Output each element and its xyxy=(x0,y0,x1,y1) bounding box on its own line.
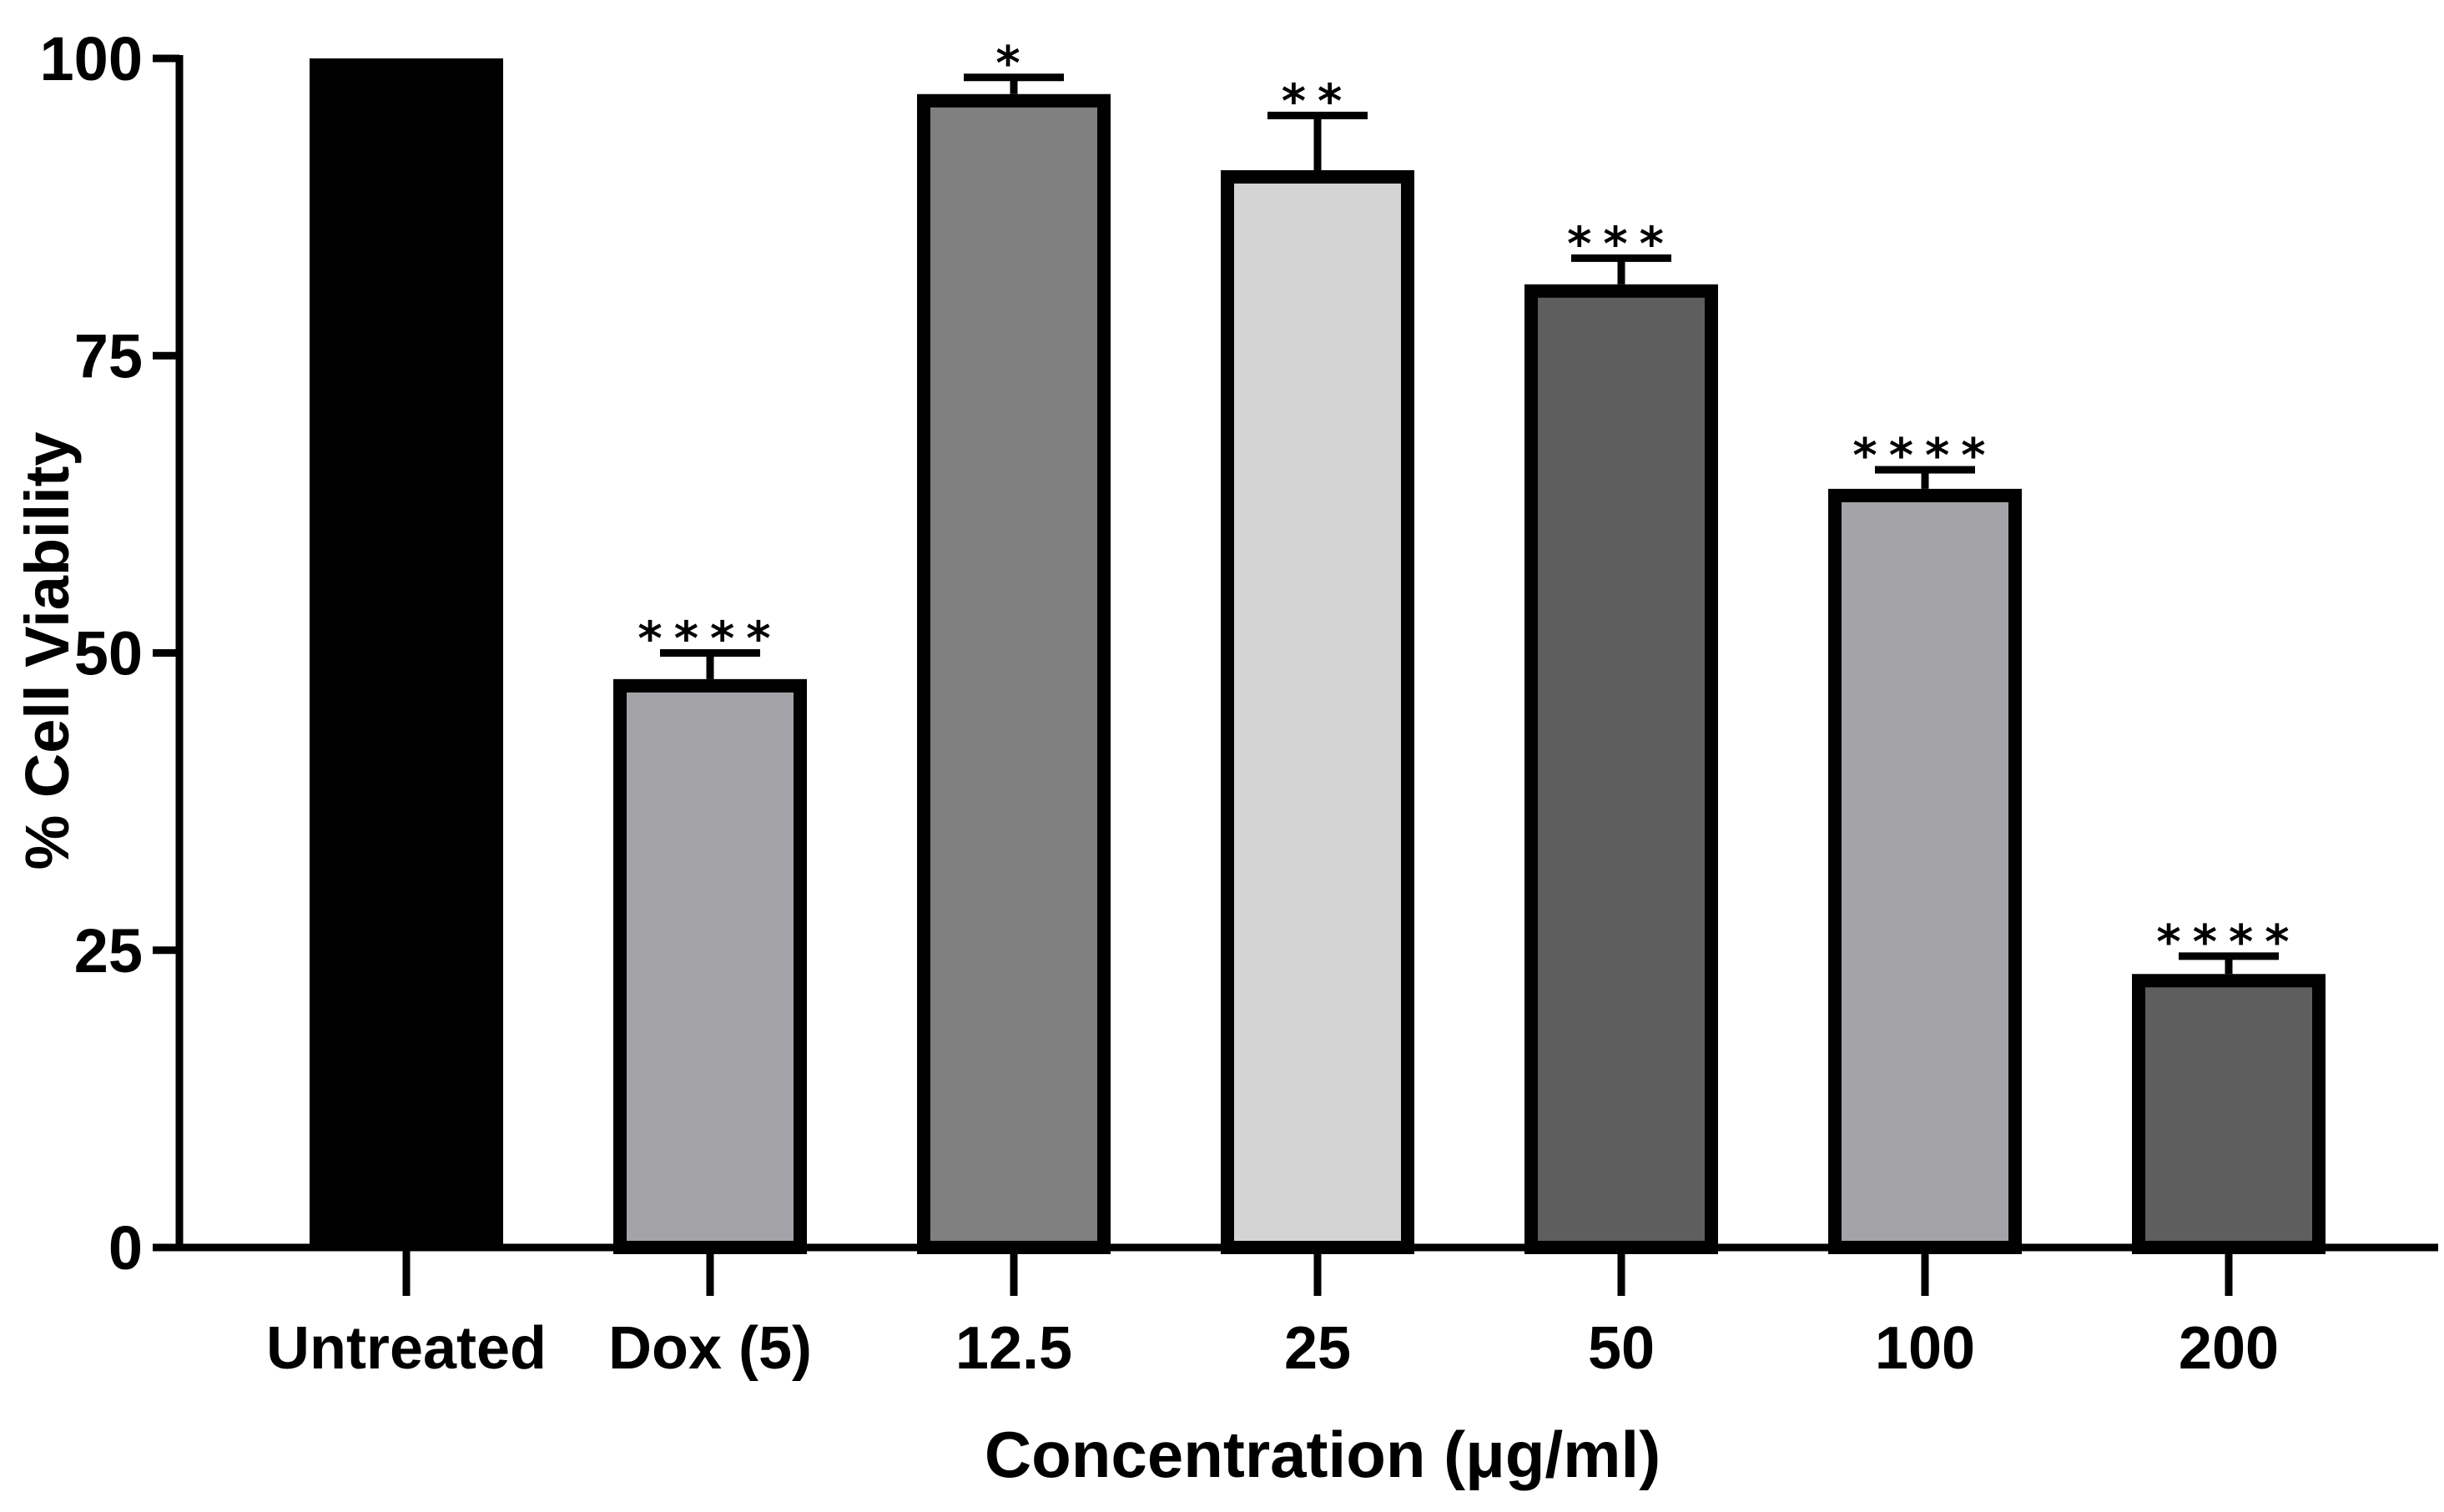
significance-label: ** xyxy=(1282,74,1354,129)
x-tick-label: 100 xyxy=(1875,1315,1975,1382)
bar xyxy=(917,93,1111,1254)
y-tick-label: 0 xyxy=(108,1213,143,1283)
y-tick-label: 75 xyxy=(74,321,143,391)
bar xyxy=(310,58,503,1247)
x-tick-label: 25 xyxy=(1284,1315,1351,1382)
y-tick-label: 50 xyxy=(74,619,143,688)
significance-label: **** xyxy=(2156,915,2300,970)
x-tick-label: 200 xyxy=(2179,1315,2279,1382)
x-tick-label: Dox (5) xyxy=(608,1315,812,1382)
significance-label: *** xyxy=(1567,217,1676,271)
x-tick-label: Untreated xyxy=(266,1315,547,1382)
bar xyxy=(2132,974,2326,1254)
y-axis-title: % Cell Viability xyxy=(13,431,82,869)
x-tick-label: 50 xyxy=(1588,1315,1655,1382)
y-tick-label: 100 xyxy=(40,24,143,93)
bar xyxy=(1524,284,1718,1254)
x-ticks: Untreated Dox (5) 12.5 25 50 100 200 xyxy=(266,1247,2279,1382)
significance-label: **** xyxy=(637,612,782,667)
significance-label: **** xyxy=(1852,429,1997,483)
bar xyxy=(1221,169,1414,1255)
y-tick-label: 25 xyxy=(74,916,143,985)
x-tick-label: 12.5 xyxy=(955,1315,1072,1382)
bar xyxy=(613,678,807,1254)
bar xyxy=(1828,488,2022,1254)
x-axis-title: Concentration (μg/ml) xyxy=(985,1418,1660,1491)
error-bars-layer xyxy=(660,73,2279,975)
y-ticks: 0 25 50 75 100 xyxy=(40,24,179,1283)
significance-label: * xyxy=(995,37,1031,91)
significance-layer: ****************** xyxy=(637,37,2300,970)
bars-layer xyxy=(310,58,2326,1255)
